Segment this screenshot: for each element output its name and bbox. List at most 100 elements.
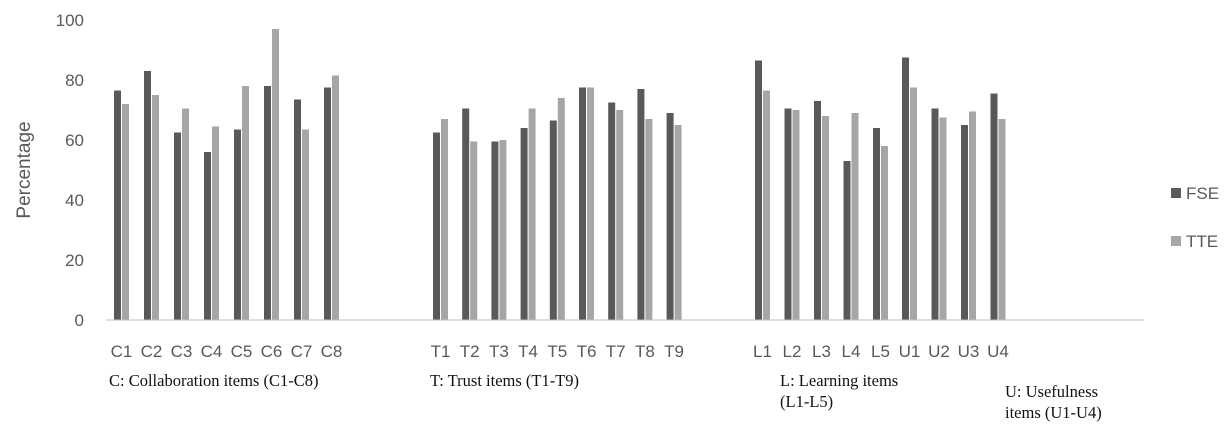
bar-fse-t1 <box>433 132 440 320</box>
bar-fse-c4 <box>204 152 211 320</box>
bar-tte-c7 <box>302 129 309 320</box>
bar-fse-t2 <box>462 108 470 320</box>
y-tick-label: 40 <box>65 191 84 210</box>
bar-fse-c2 <box>144 71 151 320</box>
bar-tte-l4 <box>851 113 859 320</box>
bar-tte-t2 <box>470 141 478 320</box>
legend: FSE TTE <box>1171 184 1219 251</box>
group-caption-0-line-0: C: Collaboration items (C1-C8) <box>109 371 318 390</box>
bar-tte-u1 <box>910 87 917 320</box>
group-caption-2-line-1: (L1-L5) <box>780 392 833 411</box>
bar-tte-t3 <box>499 140 507 320</box>
bar-tte-t8 <box>645 119 653 320</box>
category-label-t7: T7 <box>606 342 626 361</box>
category-label-c3: C3 <box>171 342 193 361</box>
bar-fse-u4 <box>990 93 998 320</box>
category-label-t4: T4 <box>518 342 538 361</box>
category-label-u4: U4 <box>987 342 1009 361</box>
category-label-l1: L1 <box>753 342 772 361</box>
bar-fse-u3 <box>961 125 968 320</box>
group-caption-2-line-0: L: Learning items <box>780 371 898 390</box>
group-captions: C: Collaboration items (C1-C8) T: Trust i… <box>109 371 1102 422</box>
category-label-l2: L2 <box>783 342 802 361</box>
y-tick-label: 80 <box>65 71 84 90</box>
bar-tte-t5 <box>557 98 565 320</box>
category-label-c2: C2 <box>141 342 163 361</box>
y-tick-label: 20 <box>65 251 84 270</box>
bar-fse-l5 <box>873 128 880 320</box>
bar-tte-t9 <box>674 125 682 320</box>
legend-swatch-tte <box>1171 236 1181 246</box>
bar-tte-l3 <box>822 116 829 320</box>
y-tick-label: 0 <box>75 311 84 330</box>
bar-fse-t7 <box>608 102 616 320</box>
bar-tte-c4 <box>212 126 219 320</box>
bar-fse-l1 <box>755 60 762 320</box>
category-label-t1: T1 <box>431 342 451 361</box>
bar-fse-l4 <box>843 161 851 320</box>
bar-tte-c3 <box>182 108 189 320</box>
bar-tte-t1 <box>441 119 448 320</box>
bar-tte-l2 <box>792 110 800 320</box>
bar-tte-c2 <box>152 95 159 320</box>
category-label-t8: T8 <box>635 342 655 361</box>
bar-fse-l2 <box>784 108 792 320</box>
category-label-u3: U3 <box>958 342 980 361</box>
bar-fse-t4 <box>520 128 528 320</box>
bar-tte-c5 <box>242 86 249 320</box>
category-label-t9: T9 <box>664 342 684 361</box>
category-label-l4: L4 <box>842 342 861 361</box>
bar-fse-u1 <box>902 57 909 320</box>
bar-tte-u3 <box>969 111 976 320</box>
bar-fse-t8 <box>637 89 645 320</box>
category-label-c8: C8 <box>321 342 343 361</box>
bars <box>114 29 1006 320</box>
bar-fse-c1 <box>114 90 121 320</box>
y-axis-title: Percentage <box>14 121 35 218</box>
bar-tte-c8 <box>332 75 339 320</box>
y-tick-label: 60 <box>65 131 84 150</box>
bar-tte-l5 <box>881 146 888 320</box>
bar-tte-c1 <box>122 104 129 320</box>
category-label-c6: C6 <box>261 342 283 361</box>
category-label-t3: T3 <box>489 342 509 361</box>
bar-tte-l1 <box>763 90 770 320</box>
legend-label-fse: FSE <box>1186 184 1219 203</box>
category-label-t2: T2 <box>460 342 480 361</box>
bar-fse-t5 <box>549 120 557 320</box>
bar-fse-c6 <box>264 86 271 320</box>
bar-fse-u2 <box>931 108 939 320</box>
y-tick-label: 100 <box>56 11 84 30</box>
bar-tte-u4 <box>998 119 1006 320</box>
category-label-t6: T6 <box>577 342 597 361</box>
bar-fse-c7 <box>294 99 301 320</box>
group-caption-3-line-1: items (U1-U4) <box>1005 403 1102 422</box>
y-axis-ticks: 0 20 40 60 80 100 <box>56 11 84 330</box>
bar-fse-t3 <box>491 141 499 320</box>
legend-label-tte: TTE <box>1186 232 1218 251</box>
bar-fse-c5 <box>234 129 241 320</box>
bar-fse-c8 <box>324 87 331 320</box>
bar-fse-t9 <box>666 113 674 320</box>
bar-fse-l3 <box>814 101 821 320</box>
group-caption-3-line-0: U: Usefulness <box>1005 382 1098 401</box>
category-label-c7: C7 <box>291 342 313 361</box>
bar-tte-t6 <box>587 87 594 320</box>
bar-tte-u2 <box>939 117 947 320</box>
category-label-t5: T5 <box>547 342 567 361</box>
category-label-u1: U1 <box>899 342 921 361</box>
category-label-l3: L3 <box>812 342 831 361</box>
legend-swatch-fse <box>1171 188 1181 198</box>
bar-tte-t4 <box>528 108 536 320</box>
category-labels: C1 C2 C3 C4 C5 C6 C7 C8 T1 T2 T3 T4 T5 T6 T7 T8 T9 L1 L2 L3… <box>111 342 1009 361</box>
bar-tte-t7 <box>616 110 624 320</box>
category-label-c4: C4 <box>201 342 223 361</box>
bar-tte-c6 <box>272 29 279 320</box>
category-label-c1: C1 <box>111 342 133 361</box>
category-label-c5: C5 <box>231 342 253 361</box>
bar-fse-c3 <box>174 132 181 320</box>
category-label-l5: L5 <box>871 342 890 361</box>
bar-fse-t6 <box>579 87 586 320</box>
